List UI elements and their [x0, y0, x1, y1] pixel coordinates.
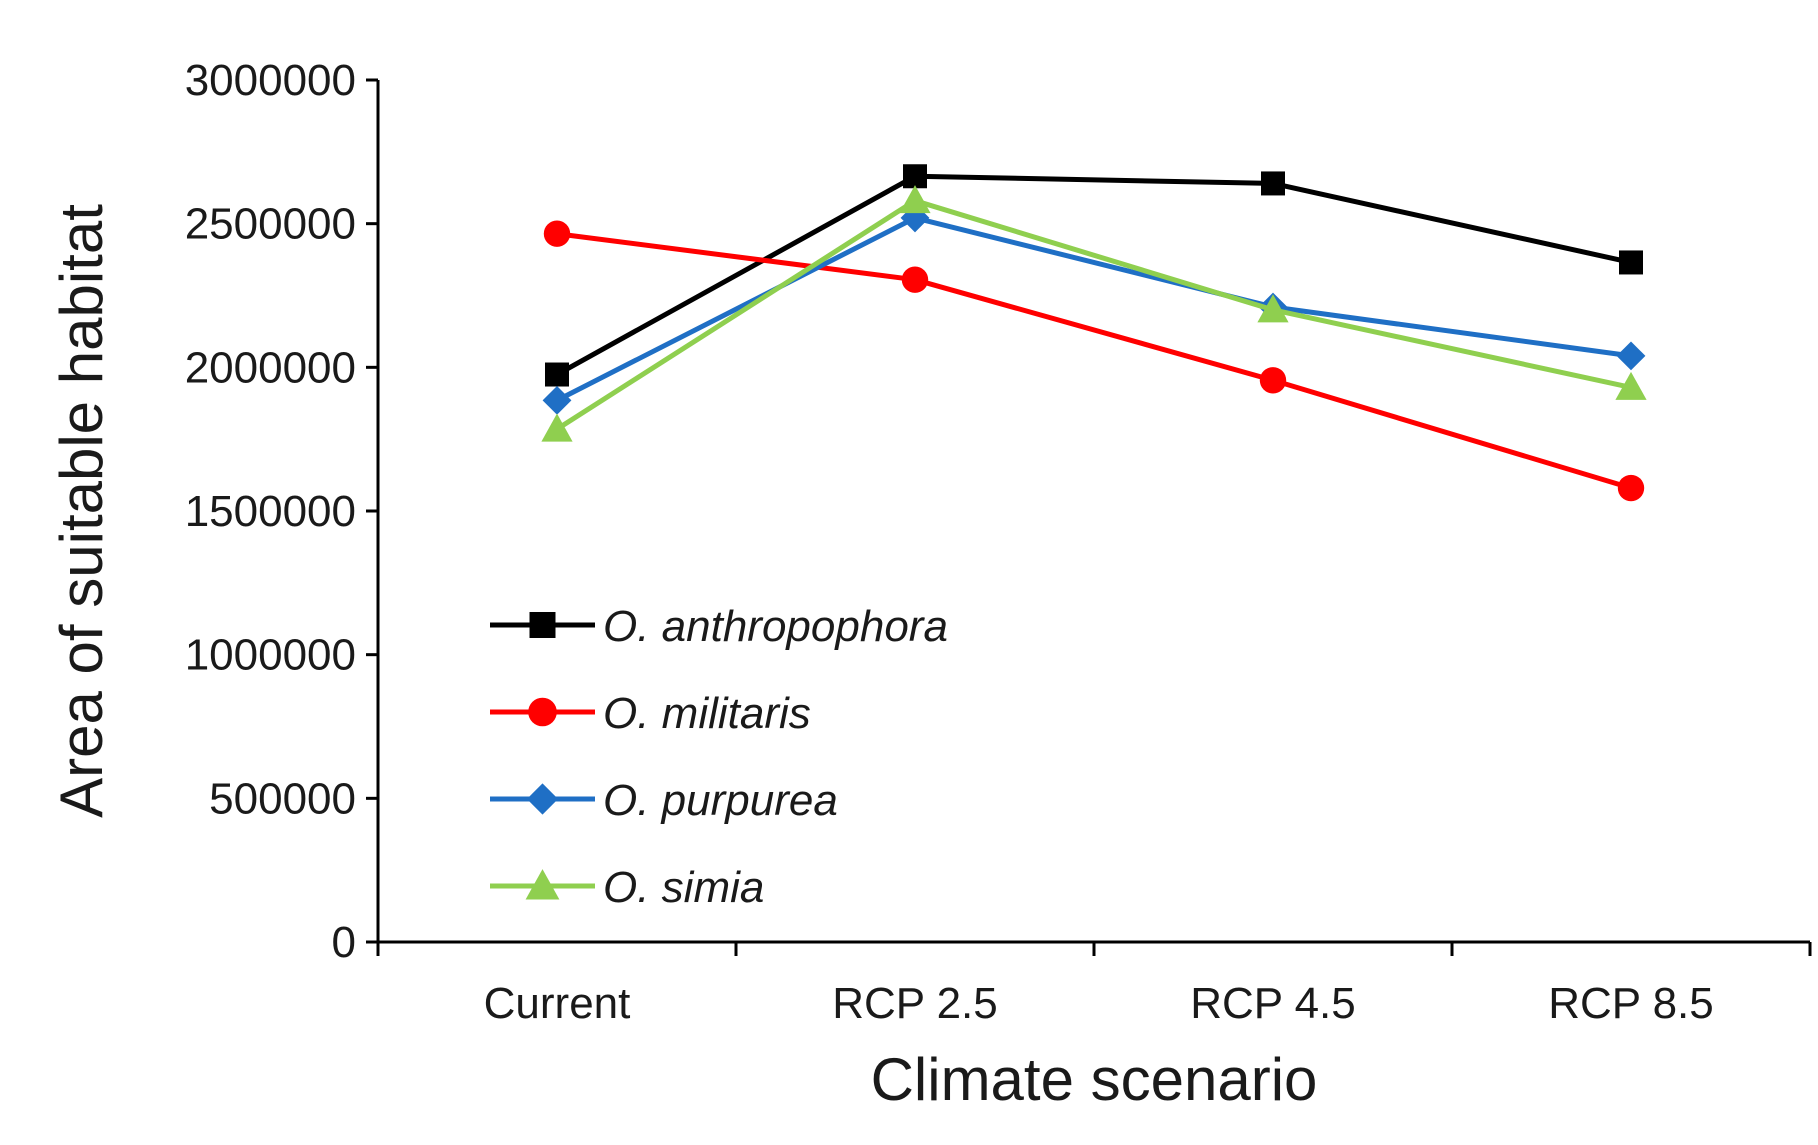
- y-tick-label: 2500000: [185, 200, 356, 249]
- legend-label: O. militaris: [603, 689, 811, 738]
- series-line: [555, 173, 1632, 377]
- legend-label: O. simia: [603, 863, 764, 912]
- y-tick-label: 3000000: [185, 56, 356, 105]
- data-point: [1261, 171, 1285, 196]
- x-tick-label: RCP 4.5: [1190, 979, 1356, 1028]
- series-2: [542, 203, 1646, 415]
- series-line: [556, 231, 1632, 491]
- legend-item: O. simia: [490, 863, 764, 912]
- x-tick-label: RCP 2.5: [832, 979, 998, 1028]
- x-tick-label: RCP 8.5: [1548, 979, 1714, 1028]
- x-axis-title: Climate scenario: [871, 1046, 1318, 1113]
- data-point: [1617, 474, 1645, 502]
- y-tick-label: 500000: [209, 774, 356, 823]
- data-point: [1259, 367, 1287, 394]
- data-point: [1619, 250, 1643, 275]
- marker-square: [529, 612, 556, 638]
- legend: O. anthropophora O. militaris O. purpurea O…: [490, 602, 948, 912]
- series-3: [541, 185, 1647, 442]
- data-point: [1257, 294, 1289, 323]
- data-point: [901, 266, 929, 293]
- legend-label: O. purpurea: [603, 776, 838, 825]
- data-point: [1615, 371, 1647, 400]
- x-ticks: Current RCP 2.5 RCP 4.5 RCP 8.5: [376, 942, 1812, 1028]
- y-tick-label: 2000000: [185, 343, 356, 392]
- marker-diamond: [526, 783, 559, 815]
- y-ticks: 0 500000 1000000 1500000 2000000 2500000 30000…: [185, 56, 378, 967]
- legend-item: O. militaris: [490, 689, 811, 738]
- legend-item: O. anthropophora: [490, 602, 948, 651]
- y-tick-label: 0: [332, 918, 356, 967]
- series-0: [545, 164, 1643, 387]
- y-tick-label: 1500000: [185, 487, 356, 536]
- series-layer: [541, 164, 1647, 502]
- series-1: [543, 220, 1645, 502]
- marker-triangle: [525, 869, 560, 900]
- data-point: [1616, 341, 1646, 371]
- legend-item: O. purpurea: [490, 776, 838, 825]
- data-point: [541, 413, 573, 442]
- series-line: [555, 215, 1632, 403]
- legend-label: O. anthropophora: [603, 602, 948, 651]
- series-line: [555, 198, 1632, 432]
- marker-circle: [528, 697, 557, 727]
- y-tick-label: 1000000: [185, 631, 356, 680]
- data-point: [542, 385, 572, 415]
- data-point: [545, 362, 569, 387]
- data-point: [899, 185, 931, 214]
- data-point: [543, 220, 571, 247]
- data-point: [903, 164, 927, 189]
- y-axis-title: Area of suitable habitat: [48, 204, 115, 818]
- x-tick-label: Current: [484, 979, 631, 1028]
